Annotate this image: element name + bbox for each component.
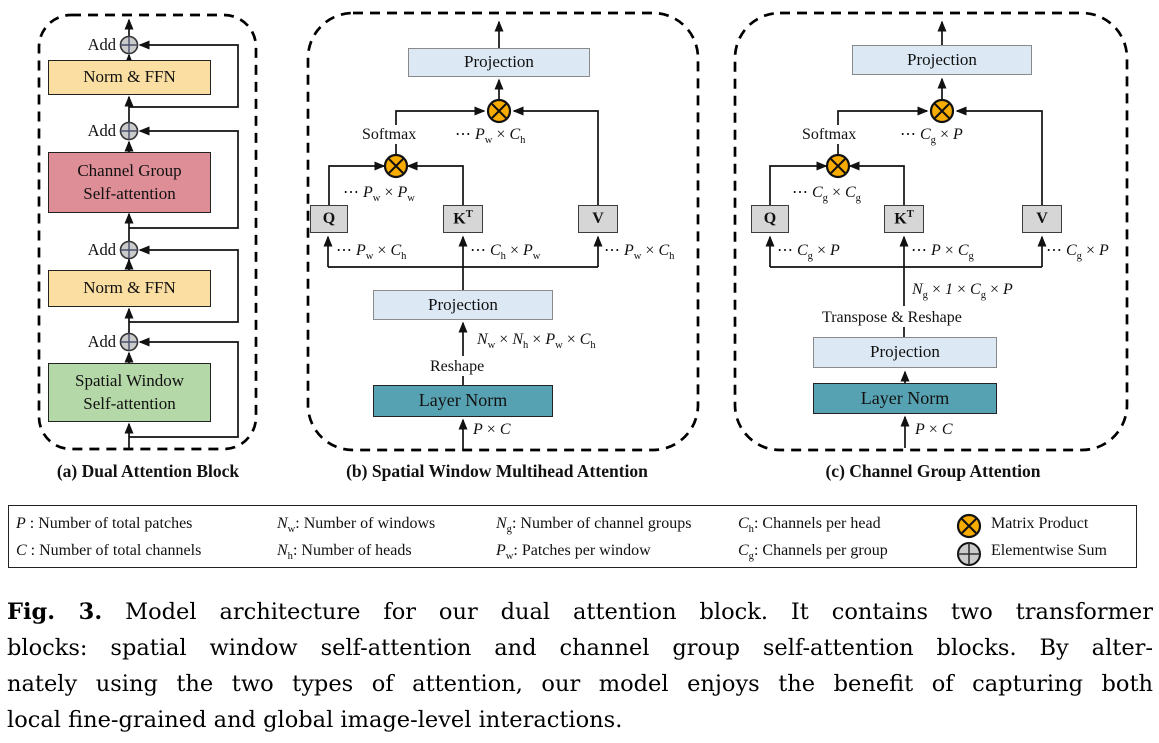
- transpose-reshape-label: Transpose & Reshape: [822, 309, 962, 326]
- layer-norm-label: Layer Norm: [860, 387, 950, 408]
- panel-c-arrows: [765, 20, 1047, 448]
- query-label: Q: [322, 210, 336, 228]
- projection-block-output: Projection: [408, 48, 590, 77]
- panel-c-border: [733, 11, 1129, 452]
- projection-label: Projection: [464, 52, 534, 72]
- input-dim: P × C: [915, 421, 953, 438]
- figure-caption-line: nately using the two types of attention,…: [7, 671, 1153, 697]
- panel-b-matmul-nodes: [383, 98, 512, 179]
- projection-block-output: Projection: [852, 45, 1032, 75]
- add-label: Add: [87, 121, 116, 140]
- query-dim: ⋯ Pw × Ch: [336, 242, 407, 263]
- key-transpose-label: KT: [894, 209, 914, 228]
- legend-entry: C : Number of total channels: [16, 542, 202, 559]
- figure-caption-text: Model architecture for our dual attentio…: [125, 599, 1153, 625]
- figure-number: Fig. 3.: [7, 599, 103, 625]
- panel-b-border: [306, 11, 700, 452]
- matmul-output-dim: ⋯ Cg × P: [900, 126, 963, 147]
- query-box: Q: [310, 205, 348, 233]
- legend-entry: Nw: Number of windows: [277, 515, 436, 536]
- diagram-wires: [37, 11, 1129, 566]
- value-label: V: [592, 210, 604, 228]
- key-transpose-label: KT: [453, 209, 473, 228]
- legend-entry: Pw: Patches per window: [496, 542, 651, 563]
- elementwise-sum-icon: [119, 121, 139, 141]
- value-label: V: [1036, 210, 1048, 228]
- matmul-output-dim: ⋯ Pw × Ch: [455, 126, 526, 147]
- elementwise-sum-icon: [119, 35, 139, 55]
- figure-caption-line: blocks: spatial window self-attention an…: [7, 635, 1153, 661]
- key-transpose-box: KT: [884, 205, 924, 233]
- channel-group-label: Channel Group Self-attention: [77, 161, 182, 203]
- spatial-window-label: Spatial Window Self-attention: [74, 371, 185, 413]
- panel-a-arrows: [124, 18, 239, 449]
- panel-b-caption: (b) Spatial Window Multihead Attention: [346, 461, 648, 481]
- layer-norm-block: Layer Norm: [373, 385, 553, 417]
- norm-ffn-block-bottom: Norm & FFN: [48, 270, 211, 307]
- projection-block-qkv: Projection: [373, 290, 553, 320]
- legend-matrix-product-label: Matrix Product: [991, 515, 1089, 532]
- key-dim: ⋯ P × Cg: [911, 242, 974, 263]
- softmax-label: Softmax: [802, 126, 857, 143]
- legend-entry: P : Number of total patches: [16, 515, 193, 532]
- panel-c-caption: (c) Channel Group Attention: [825, 461, 1041, 481]
- matrix-product-icon: [929, 98, 955, 124]
- reshape-dim: Ng × 1 × Cg × P: [912, 281, 1013, 302]
- add-label: Add: [87, 35, 116, 54]
- add-label: Add: [87, 332, 116, 351]
- add-label: Add: [87, 240, 116, 259]
- elementwise-sum-icon: [957, 542, 981, 566]
- layer-norm-label: Layer Norm: [418, 390, 508, 411]
- legend-elementwise-sum-label: Elementwise Sum: [991, 542, 1107, 559]
- value-box: V: [578, 205, 618, 233]
- matrix-product-icon: [383, 153, 409, 179]
- projection-label: Projection: [870, 342, 940, 362]
- elementwise-sum-icon: [119, 240, 139, 260]
- figure-caption-line: Fig. 3. Model architecture for our dual …: [7, 599, 1153, 625]
- input-dim: P × C: [473, 421, 511, 438]
- legend-entry: Ch: Channels per head: [738, 515, 881, 536]
- attention-map-dim: ⋯ Cg × Cg: [792, 184, 861, 205]
- legend-icons: [956, 513, 982, 566]
- figure-caption-line: local fine-grained and global image-leve…: [7, 707, 623, 733]
- norm-ffn-block-top: Norm & FFN: [48, 60, 211, 95]
- layer-norm-block: Layer Norm: [813, 383, 997, 414]
- matrix-product-icon: [486, 98, 512, 124]
- channel-group-self-attention-block: Channel Group Self-attention: [48, 152, 211, 213]
- panel-a-border: [37, 13, 258, 451]
- panel-b-arrows: [323, 20, 603, 449]
- value-dim: ⋯ Pw × Ch: [604, 242, 675, 263]
- projection-block-qkv: Projection: [813, 337, 997, 368]
- panel-c-matmul-nodes: [825, 98, 955, 179]
- panel-a-caption: (a) Dual Attention Block: [56, 461, 240, 481]
- spatial-window-self-attention-block: Spatial Window Self-attention: [48, 363, 211, 422]
- matrix-product-icon: [825, 153, 851, 179]
- elementwise-sum-icon: [119, 332, 139, 352]
- legend-entry: Ng: Number of channel groups: [496, 515, 692, 536]
- key-dim: ⋯ Ch × Pw: [470, 242, 541, 263]
- query-dim: ⋯ Cg × P: [777, 242, 840, 263]
- legend-entry: Cg: Channels per group: [738, 542, 888, 563]
- reshape-label: Reshape: [430, 358, 485, 375]
- legend-entry: Nh: Number of heads: [277, 542, 412, 563]
- query-box: Q: [751, 205, 789, 233]
- reshape-dim: Nw × Nh × Pw × Ch: [477, 331, 596, 352]
- panel-a-sum-nodes: [119, 35, 139, 352]
- legend-box: [8, 505, 1137, 568]
- key-transpose-box: KT: [443, 205, 483, 233]
- norm-ffn-label: Norm & FFN: [83, 67, 176, 87]
- projection-label: Projection: [428, 294, 498, 314]
- query-label: Q: [763, 210, 777, 228]
- value-box: V: [1022, 205, 1062, 233]
- matrix-product-icon: [956, 513, 982, 539]
- softmax-label: Softmax: [362, 126, 417, 143]
- value-dim: ⋯ Cg × P: [1046, 242, 1109, 263]
- attention-map-dim: ⋯ Pw × Pw: [343, 184, 415, 205]
- projection-label: Projection: [907, 49, 977, 69]
- panel-borders: [37, 11, 1129, 452]
- norm-ffn-label: Norm & FFN: [83, 278, 176, 298]
